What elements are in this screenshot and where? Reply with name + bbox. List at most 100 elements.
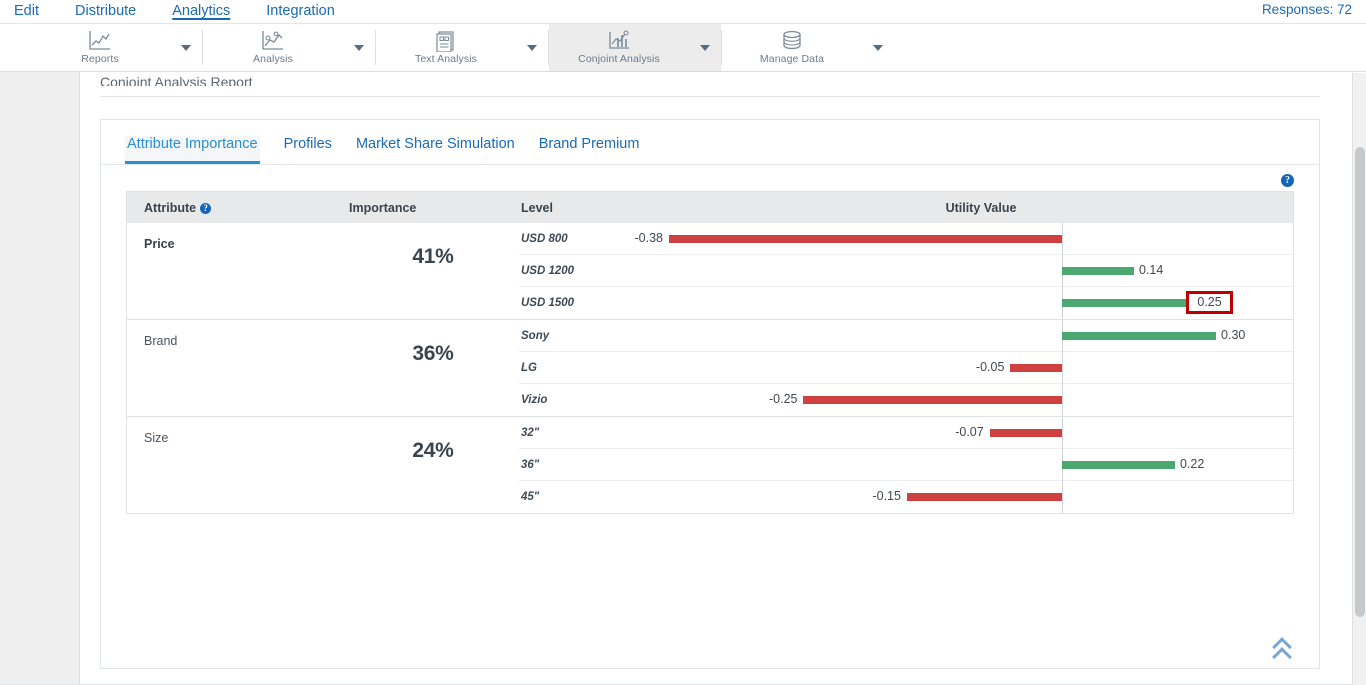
ribbon-group-analysis: Analysis — [203, 24, 375, 71]
ribbon-dropdown-conjoint-analysis[interactable] — [689, 24, 721, 71]
ribbon-separator — [548, 30, 549, 65]
attribute-question-mark-icon[interactable]: ? — [200, 202, 212, 214]
level-name: LG — [521, 361, 537, 374]
utility-bar-label: -0.15 — [872, 489, 901, 503]
utility-bar-cell: -0.25 — [669, 384, 1293, 416]
vertical-scrollbar[interactable] — [1352, 73, 1366, 685]
utility-bar-label: -0.05 — [975, 359, 1005, 374]
bar-chart-icon — [607, 30, 631, 52]
attribute-name: Size — [144, 431, 169, 445]
ribbon-dropdown-manage-data[interactable] — [862, 24, 894, 71]
clipped-page-heading: Conjoint Analysis Report — [100, 74, 253, 86]
chevron-down-icon — [354, 44, 364, 51]
ribbon-separator — [202, 30, 203, 65]
table-row: Vizio -0.25 — [519, 384, 1293, 416]
ribbon-group-text-analysis: Text Analysis — [376, 24, 548, 71]
utility-bar — [669, 234, 1063, 243]
top-menu-bar: Edit Distribute Analytics Integration Respo… — [0, 0, 1366, 24]
line-chart-icon — [88, 30, 112, 52]
utility-bar-cell: -0.38 — [635, 222, 1293, 255]
ribbon-button-analysis[interactable]: Analysis — [203, 24, 343, 71]
tab-brand-premium[interactable]: Brand Premium — [538, 136, 640, 152]
workspace: Conjoint Analysis Report Attribute Impor… — [0, 72, 1366, 684]
attribute-name: Price — [144, 237, 175, 251]
top-menu-item-integration[interactable]: Integration — [266, 3, 335, 19]
level-rows: 32" -0.07 36" 0.22 45" -0.15 — [519, 416, 1293, 513]
level-name: USD 800 — [521, 232, 568, 245]
ribbon-separator — [721, 30, 722, 65]
utility-bar — [1062, 299, 1191, 307]
ribbon-dropdown-analysis[interactable] — [343, 24, 375, 71]
vertical-scrollbar-thumb[interactable] — [1355, 147, 1365, 617]
database-icon — [781, 30, 803, 52]
table-row: Sony 0.30 — [519, 319, 1293, 352]
text-document-icon — [435, 30, 457, 52]
question-mark-icon[interactable]: ? — [1281, 174, 1294, 187]
utility-bar-cell: 0.14 — [669, 254, 1293, 287]
utility-bar — [1010, 363, 1063, 372]
col-header-attribute-label: Attribute — [144, 200, 197, 215]
responses-count: Responses: 72 — [1261, 2, 1352, 17]
ribbon-button-text-analysis[interactable]: Text Analysis — [376, 24, 516, 71]
col-header-utility: Utility Value — [945, 200, 1017, 215]
ribbon-group-manage-data: Manage Data — [722, 24, 894, 71]
col-header-level: Level — [521, 200, 553, 215]
utility-bar — [1062, 331, 1217, 340]
utility-bar-cell: 0.30 — [669, 319, 1293, 352]
chevron-down-icon — [527, 44, 537, 51]
utility-bar-label: 0.14 — [1138, 262, 1164, 277]
ribbon-button-conjoint-analysis[interactable]: Conjoint Analysis — [549, 24, 689, 71]
analysis-card: Attribute Importance Profiles Market Share… — [100, 119, 1320, 669]
tab-market-share-simulation[interactable]: Market Share Simulation — [355, 136, 515, 152]
table-row: 45" -0.15 — [519, 481, 1293, 513]
zero-axis-line — [1062, 481, 1064, 513]
level-name: 32" — [521, 426, 540, 439]
utility-bar-cell: -0.15 — [669, 481, 1293, 513]
top-menu-item-distribute[interactable]: Distribute — [75, 3, 137, 19]
top-menu-item-edit[interactable]: Edit — [14, 3, 39, 19]
utility-bar-cell: -0.05 — [669, 351, 1293, 384]
table-row: USD 1500 0.25 — [519, 287, 1293, 319]
chevron-down-icon — [181, 44, 191, 51]
importance-value: 36% — [412, 342, 454, 365]
top-menu: Edit Distribute Analytics Integration — [14, 3, 371, 20]
utility-bar — [1062, 460, 1175, 469]
ribbon-toolbar: Reports Analysis Text Analysis Conjoint Ana… — [0, 24, 1366, 72]
tab-profiles[interactable]: Profiles — [283, 136, 332, 152]
left-rail — [0, 72, 80, 684]
attribute-group: Size 24% 32" -0.07 36" 0.22 45" -0.15 — [127, 416, 1293, 514]
importance-value: 41% — [412, 245, 454, 268]
ribbon-button-label: Reports — [81, 53, 119, 65]
table-row: 32" -0.07 — [519, 416, 1293, 449]
scroll-to-top-button[interactable] — [1272, 637, 1292, 667]
ribbon-dropdown-text-analysis[interactable] — [516, 24, 548, 71]
ribbon-dropdown-reports[interactable] — [170, 24, 202, 71]
ribbon-button-reports[interactable]: Reports — [30, 24, 170, 71]
table-header-row: Attribute? Importance Level Utility Valu… — [127, 192, 1293, 223]
utility-bar — [989, 428, 1063, 437]
tab-strip: Attribute Importance Profiles Market Share… — [101, 120, 1319, 165]
tab-attribute-importance[interactable]: Attribute Importance — [125, 136, 260, 164]
top-menu-item-analytics[interactable]: Analytics — [172, 3, 231, 19]
header-divider — [100, 96, 1320, 97]
table-row: USD 1200 0.14 — [519, 254, 1293, 287]
attribute-group: Brand 36% Sony 0.30 LG -0.05 Vizio -0.25 — [127, 319, 1293, 417]
zero-axis-line — [1062, 384, 1064, 416]
table-row: 36" 0.22 — [519, 448, 1293, 481]
utility-bar-label: 0.25 — [1186, 291, 1233, 314]
level-name: 45" — [521, 491, 540, 503]
utility-bar-cell: -0.07 — [669, 416, 1293, 449]
table-body: Price 41% USD 800 -0.38 USD 1200 0.14 USD 1500… — [127, 222, 1293, 514]
ribbon-button-manage-data[interactable]: Manage Data — [722, 24, 862, 71]
level-name: USD 1500 — [521, 297, 575, 309]
col-header-importance: Importance — [349, 200, 417, 215]
zero-axis-line — [1062, 416, 1064, 449]
content-area: Conjoint Analysis Report Attribute Impor… — [80, 72, 1366, 684]
attribute-importance-table: Attribute? Importance Level Utility Valu… — [126, 191, 1294, 514]
level-name: 36" — [521, 458, 540, 471]
ribbon-button-label: Conjoint Analysis — [578, 53, 660, 65]
level-name: Vizio — [521, 394, 548, 406]
utility-bar-cell: 0.22 — [669, 448, 1293, 481]
chevron-down-icon — [873, 44, 883, 51]
level-name: USD 1200 — [521, 264, 575, 277]
